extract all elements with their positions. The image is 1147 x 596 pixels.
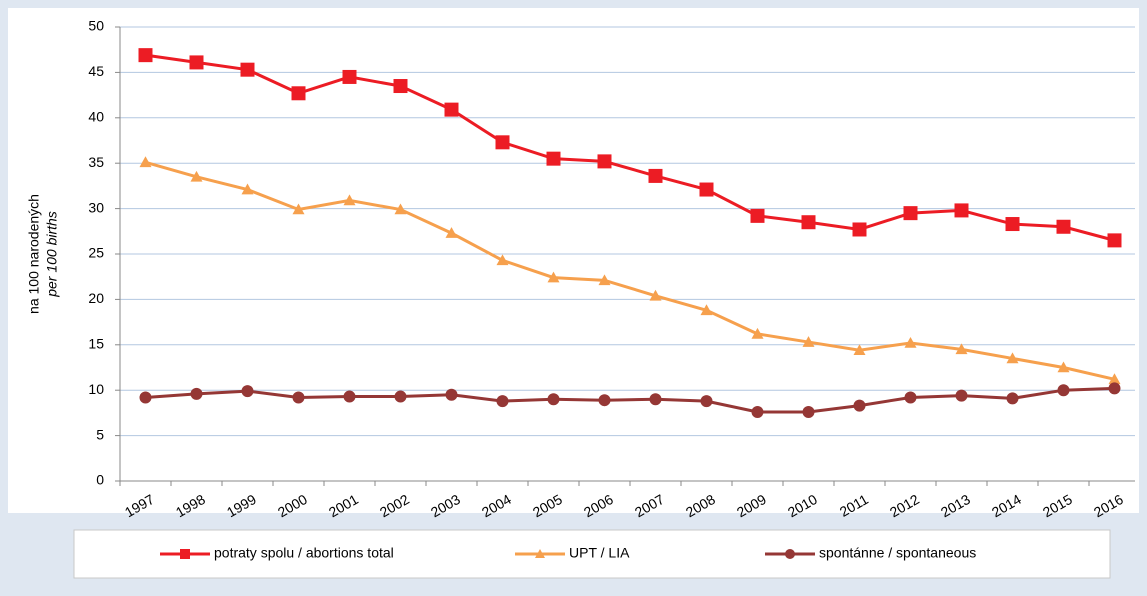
marker	[750, 208, 765, 223]
y-label: na 100 narodených	[26, 194, 42, 314]
marker	[853, 399, 866, 412]
marker	[445, 388, 458, 401]
marker	[139, 156, 152, 168]
marker	[751, 405, 764, 418]
series-line	[145, 160, 1115, 381]
plot-background	[8, 8, 1139, 513]
marker	[394, 390, 407, 403]
marker	[292, 203, 305, 215]
marker	[394, 203, 407, 215]
marker	[1006, 392, 1019, 405]
marker	[190, 170, 203, 182]
marker	[189, 55, 204, 70]
marker	[1005, 217, 1020, 232]
y-tick-label: 15	[88, 336, 104, 352]
marker	[649, 393, 662, 406]
y-tick-label: 0	[96, 472, 104, 488]
marker	[138, 48, 153, 63]
marker	[699, 182, 714, 197]
legend-label: potraty spolu / abortions total	[214, 545, 394, 561]
marker	[445, 227, 458, 238]
marker	[343, 194, 356, 206]
marker	[1056, 219, 1071, 234]
marker	[393, 79, 408, 94]
y-tick-label: 45	[88, 63, 104, 79]
marker	[648, 168, 663, 183]
marker	[802, 405, 815, 418]
y-label-2: per 100 births	[44, 211, 60, 298]
marker	[802, 336, 815, 347]
marker	[444, 102, 459, 117]
y-axis-title: na 100 narodených per 100 births	[26, 194, 60, 314]
marker	[547, 271, 560, 283]
marker	[139, 391, 152, 404]
marker	[700, 395, 713, 408]
legend-box	[73, 529, 1111, 579]
marker	[751, 327, 764, 339]
marker	[1006, 352, 1019, 364]
legend-marker	[785, 549, 795, 559]
marker	[955, 343, 968, 355]
marker	[343, 390, 356, 403]
marker	[1108, 382, 1121, 395]
marker	[903, 206, 918, 221]
marker	[547, 393, 560, 406]
marker	[1107, 233, 1122, 248]
marker	[292, 391, 305, 404]
marker	[495, 135, 510, 150]
marker	[649, 289, 662, 301]
marker	[853, 344, 866, 356]
y-tick-label: 10	[88, 381, 104, 397]
marker	[496, 254, 509, 266]
marker	[241, 385, 254, 398]
y-tick-label: 35	[88, 154, 104, 170]
marker	[955, 389, 968, 402]
marker	[240, 62, 255, 77]
legend-marker	[535, 549, 545, 558]
marker	[954, 203, 969, 218]
marker	[241, 183, 254, 195]
series-line	[145, 386, 1115, 414]
marker	[342, 69, 357, 84]
legend-marker	[180, 549, 190, 559]
marker	[700, 304, 713, 316]
y-tick-label: 5	[96, 426, 104, 442]
marker	[904, 391, 917, 404]
y-tick-label: 25	[88, 245, 104, 261]
series-line	[145, 53, 1115, 242]
marker	[598, 274, 611, 286]
marker	[904, 336, 917, 348]
marker	[598, 394, 611, 407]
marker	[1108, 373, 1121, 385]
marker	[291, 86, 306, 101]
marker	[597, 154, 612, 169]
y-tick-label: 50	[88, 18, 104, 34]
marker	[496, 395, 509, 408]
marker	[801, 215, 816, 230]
y-tick-label: 30	[88, 199, 104, 215]
marker	[190, 387, 203, 400]
marker	[1057, 384, 1070, 397]
marker	[546, 151, 561, 166]
legend-label: spontánne / spontaneous	[819, 545, 976, 561]
y-tick-label: 20	[88, 290, 104, 306]
legend-label: UPT / LIA	[569, 545, 630, 561]
y-tick-label: 40	[88, 109, 104, 125]
marker	[852, 222, 867, 237]
marker	[1057, 361, 1070, 373]
